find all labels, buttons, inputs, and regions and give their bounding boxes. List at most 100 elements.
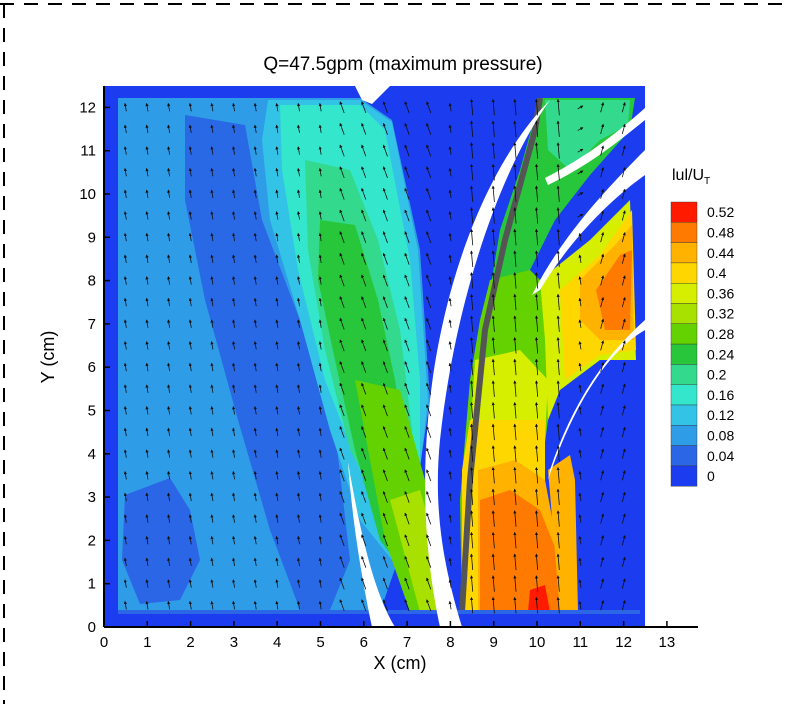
velocity-arrow (318, 427, 322, 437)
velocity-arrow (534, 423, 539, 441)
velocity-arrow (621, 318, 626, 329)
velocity-arrow (339, 361, 345, 373)
velocity-arrow (577, 105, 584, 110)
velocity-arrow (621, 296, 626, 308)
velocity-arrow (167, 146, 171, 155)
velocity-arrow (600, 145, 605, 156)
velocity-arrow (469, 142, 474, 159)
velocity-arrow (556, 163, 560, 181)
velocity-arrow (210, 189, 214, 199)
velocity-arrow (339, 252, 345, 265)
velocity-arrow (513, 596, 517, 614)
velocity-arrow (600, 361, 605, 373)
legend-label: 0.52 (707, 204, 734, 220)
velocity-arrow (210, 557, 214, 567)
velocity-arrow (404, 512, 410, 525)
velocity-arrow (469, 163, 474, 181)
x-tick-label: 2 (186, 634, 194, 651)
velocity-arrow (253, 362, 257, 372)
velocity-arrow (404, 296, 410, 309)
velocity-arrow (621, 210, 626, 221)
velocity-arrow (621, 231, 626, 243)
velocity-arrow (318, 406, 322, 415)
velocity-arrow (145, 189, 149, 199)
velocity-arrow (491, 466, 495, 484)
velocity-arrow (448, 384, 452, 393)
velocity-arrow (469, 120, 474, 138)
velocity-arrow (513, 315, 517, 332)
velocity-arrow (556, 401, 560, 419)
velocity-arrow (361, 512, 367, 525)
velocity-arrow (491, 596, 495, 614)
velocity-arrow (318, 124, 322, 134)
velocity-arrow (469, 466, 474, 484)
velocity-arrow (339, 404, 345, 417)
velocity-arrow (621, 188, 626, 199)
velocity-arrow (232, 427, 236, 437)
velocity-arrow (491, 358, 495, 376)
velocity-arrow (253, 211, 257, 220)
velocity-arrow (339, 577, 345, 590)
velocity-arrow (210, 514, 214, 523)
velocity-arrow (297, 232, 301, 242)
velocity-arrow (232, 211, 236, 220)
velocity-arrow (297, 189, 301, 199)
velocity-arrow (491, 185, 495, 203)
velocity-arrow (513, 250, 517, 267)
velocity-arrow (534, 401, 539, 419)
velocity-arrow (469, 315, 474, 332)
velocity-arrow (145, 470, 149, 480)
velocity-arrow (491, 401, 495, 419)
velocity-arrow (556, 596, 560, 614)
velocity-arrow (297, 427, 301, 437)
velocity-arrow (469, 337, 474, 354)
velocity-arrow (426, 599, 432, 612)
velocity-arrow (382, 534, 388, 547)
velocity-arrow (145, 211, 149, 220)
velocity-arrow (145, 514, 149, 523)
velocity-arrow (188, 167, 192, 177)
contour-upper-orange-0.48 (596, 250, 632, 330)
velocity-arrow (426, 209, 432, 222)
velocity-arrow (469, 272, 474, 289)
velocity-arrow (188, 449, 192, 458)
velocity-arrow (426, 555, 432, 568)
velocity-arrow (232, 600, 236, 610)
legend-title-main: lul/U (672, 167, 704, 184)
velocity-arrow (318, 102, 322, 112)
velocity-arrow (556, 207, 560, 224)
velocity-arrow (123, 102, 127, 112)
velocity-arrow (556, 445, 560, 462)
velocity-arrow (382, 209, 388, 222)
legend-label: 0.12 (707, 407, 734, 423)
velocity-arrow (123, 189, 127, 199)
velocity-arrow (188, 427, 192, 437)
velocity-arrow (513, 272, 517, 289)
velocity-arrow (426, 534, 432, 547)
velocity-arrow (426, 512, 432, 525)
velocity-arrow (469, 250, 474, 267)
velocity-arrow (621, 426, 626, 438)
velocity-arrow (275, 167, 279, 177)
velocity-arrow (297, 102, 301, 112)
velocity-arrow (123, 579, 127, 588)
velocity-arrow (210, 384, 214, 393)
velocity-arrow (426, 166, 432, 179)
velocity-arrow (167, 276, 171, 285)
velocity-arrow (188, 579, 192, 588)
color-legend: lul/UT 0.520.480.440.40.360.320.280.240.… (670, 167, 734, 487)
velocity-arrow (534, 337, 539, 354)
legend-swatch (670, 323, 698, 345)
velocity-arrow (145, 167, 149, 177)
x-tick-label: 11 (573, 634, 589, 651)
velocity-arrow (339, 339, 345, 352)
velocity-arrow (448, 362, 452, 372)
velocity-arrow (404, 274, 410, 287)
velocity-arrow (404, 317, 410, 330)
velocity-arrow (426, 122, 432, 135)
velocity-arrow (382, 101, 388, 114)
x-axis-label: X (cm) (374, 653, 427, 673)
velocity-arrow (123, 535, 127, 545)
velocity-arrow (232, 146, 236, 155)
velocity-arrow (448, 492, 452, 502)
